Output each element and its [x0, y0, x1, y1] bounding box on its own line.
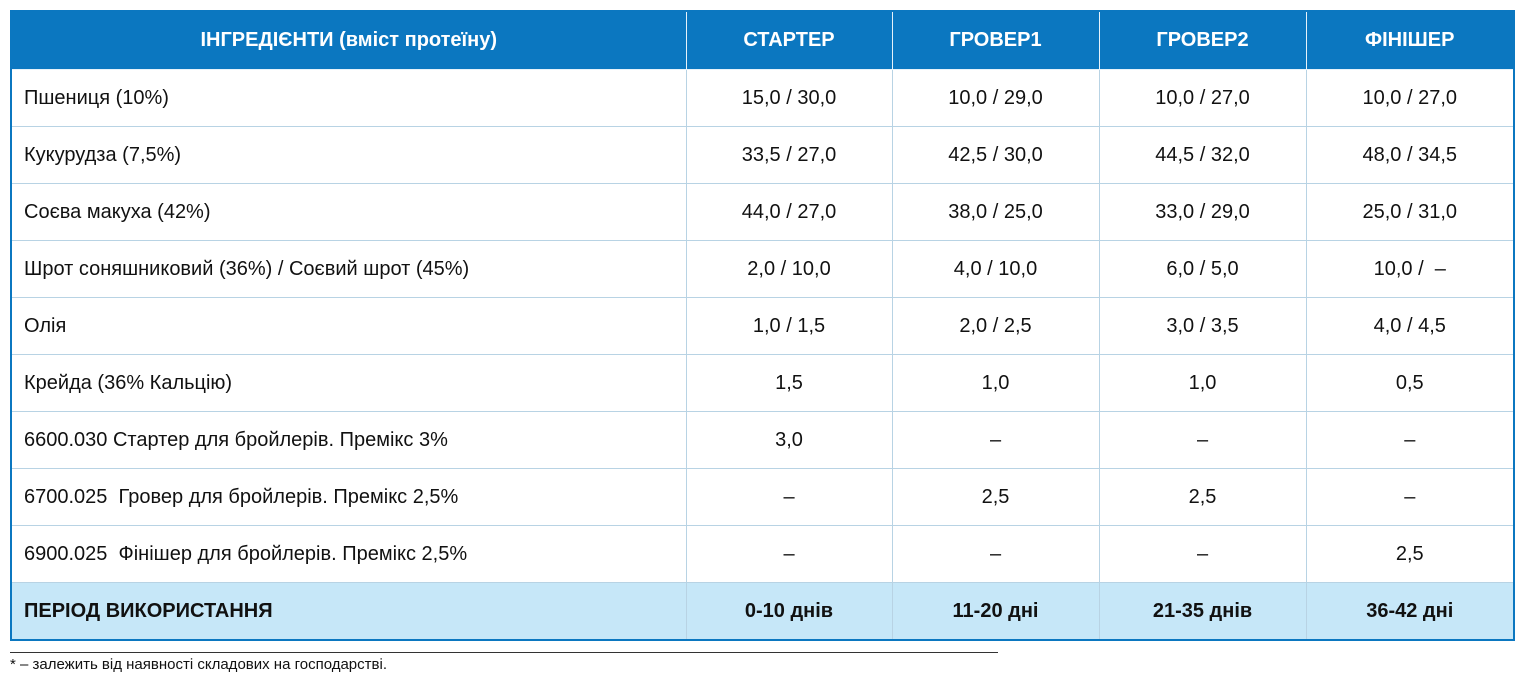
value-cell: 10,0 / 27,0 — [1305, 69, 1515, 127]
footnote: * – залежить від наявності складових на … — [10, 652, 998, 673]
table-row: Крейда (36% Кальцію) 1,5 1,0 1,0 0,5 — [10, 354, 1515, 412]
period-cell: 21-35 днів — [1098, 582, 1307, 641]
table-row: Олія 1,0 / 1,5 2,0 / 2,5 3,0 / 3,5 4,0 / 4,5 — [10, 297, 1515, 355]
header-row: ІНГРЕДІЄНТИ (вміст протеїну) СТАРТЕР ГРОВЕ… — [10, 10, 1515, 70]
ingredient-cell: Соєва макуха (42%) — [10, 183, 687, 241]
value-cell: 1,0 / 1,5 — [685, 297, 893, 355]
value-cell: – — [1305, 411, 1515, 469]
value-cell: 2,0 / 2,5 — [891, 297, 1100, 355]
header-cell: СТАРТЕР — [685, 10, 893, 70]
table-row: Соєва макуха (42%) 44,0 / 27,0 38,0 / 25,0… — [10, 183, 1515, 241]
value-cell: 2,5 — [1305, 525, 1515, 583]
value-cell: 1,5 — [685, 354, 893, 412]
value-cell: 44,0 / 27,0 — [685, 183, 893, 241]
value-cell: 2,5 — [891, 468, 1100, 526]
ingredient-cell: Шрот соняшниковий (36%) / Соєвий шрот (4… — [10, 240, 687, 298]
ingredient-cell: Крейда (36% Кальцію) — [10, 354, 687, 412]
period-cell: 11-20 дні — [891, 582, 1100, 641]
period-cell: ПЕРІОД ВИКОРИСТАННЯ — [10, 582, 687, 641]
value-cell: 33,0 / 29,0 — [1098, 183, 1307, 241]
ingredient-cell: 6700.025 Гровер для бройлерів. Премікс 2… — [10, 468, 687, 526]
value-cell: – — [685, 468, 893, 526]
table-row: 6700.025 Гровер для бройлерів. Премікс 2… — [10, 468, 1515, 526]
value-cell: 2,5 — [1098, 468, 1307, 526]
value-cell: – — [685, 525, 893, 583]
value-cell: 48,0 / 34,5 — [1305, 126, 1515, 184]
header-cell: ГРОВЕР2 — [1098, 10, 1307, 70]
header-cell: ФІНІШЕР — [1305, 10, 1515, 70]
table-row: 6600.030 Стартер для бройлерів. Премікс … — [10, 411, 1515, 469]
value-cell: 6,0 / 5,0 — [1098, 240, 1307, 298]
value-cell: 0,5 — [1305, 354, 1515, 412]
table-row: Шрот соняшниковий (36%) / Соєвий шрот (4… — [10, 240, 1515, 298]
value-cell: 42,5 / 30,0 — [891, 126, 1100, 184]
value-cell: 10,0 / 29,0 — [891, 69, 1100, 127]
value-cell: 15,0 / 30,0 — [685, 69, 893, 127]
ration-table: ІНГРЕДІЄНТИ (вміст протеїну) СТАРТЕР ГРОВЕ… — [10, 10, 1515, 641]
header-cell: ІНГРЕДІЄНТИ (вміст протеїну) — [10, 10, 687, 70]
value-cell: – — [1098, 525, 1307, 583]
value-cell: 3,0 — [685, 411, 893, 469]
value-cell: 1,0 — [1098, 354, 1307, 412]
value-cell: – — [1305, 468, 1515, 526]
value-cell: 38,0 / 25,0 — [891, 183, 1100, 241]
ingredient-cell: 6900.025 Фінішер для бройлерів. Премікс … — [10, 525, 687, 583]
value-cell: – — [891, 411, 1100, 469]
value-cell: – — [1098, 411, 1307, 469]
value-cell: 10,0 / – — [1305, 240, 1515, 298]
ingredient-cell: Пшениця (10%) — [10, 69, 687, 127]
table-row: 6900.025 Фінішер для бройлерів. Премікс … — [10, 525, 1515, 583]
value-cell: 10,0 / 27,0 — [1098, 69, 1307, 127]
value-cell: – — [891, 525, 1100, 583]
value-cell: 4,0 / 4,5 — [1305, 297, 1515, 355]
value-cell: 33,5 / 27,0 — [685, 126, 893, 184]
value-cell: 2,0 / 10,0 — [685, 240, 893, 298]
table-row: Пшениця (10%) 15,0 / 30,0 10,0 / 29,0 10,0 … — [10, 69, 1515, 127]
table-row: Кукурудза (7,5%) 33,5 / 27,0 42,5 / 30,0 44… — [10, 126, 1515, 184]
value-cell: 1,0 — [891, 354, 1100, 412]
value-cell: 3,0 / 3,5 — [1098, 297, 1307, 355]
value-cell: 25,0 / 31,0 — [1305, 183, 1515, 241]
ingredient-cell: Кукурудза (7,5%) — [10, 126, 687, 184]
period-cell: 36-42 дні — [1305, 582, 1515, 641]
header-cell: ГРОВЕР1 — [891, 10, 1100, 70]
period-row: ПЕРІОД ВИКОРИСТАННЯ 0-10 днів 11-20 дні 21-… — [10, 582, 1515, 641]
ingredient-cell: Олія — [10, 297, 687, 355]
value-cell: 44,5 / 32,0 — [1098, 126, 1307, 184]
ingredient-cell: 6600.030 Стартер для бройлерів. Премікс … — [10, 411, 687, 469]
period-cell: 0-10 днів — [685, 582, 893, 641]
value-cell: 4,0 / 10,0 — [891, 240, 1100, 298]
